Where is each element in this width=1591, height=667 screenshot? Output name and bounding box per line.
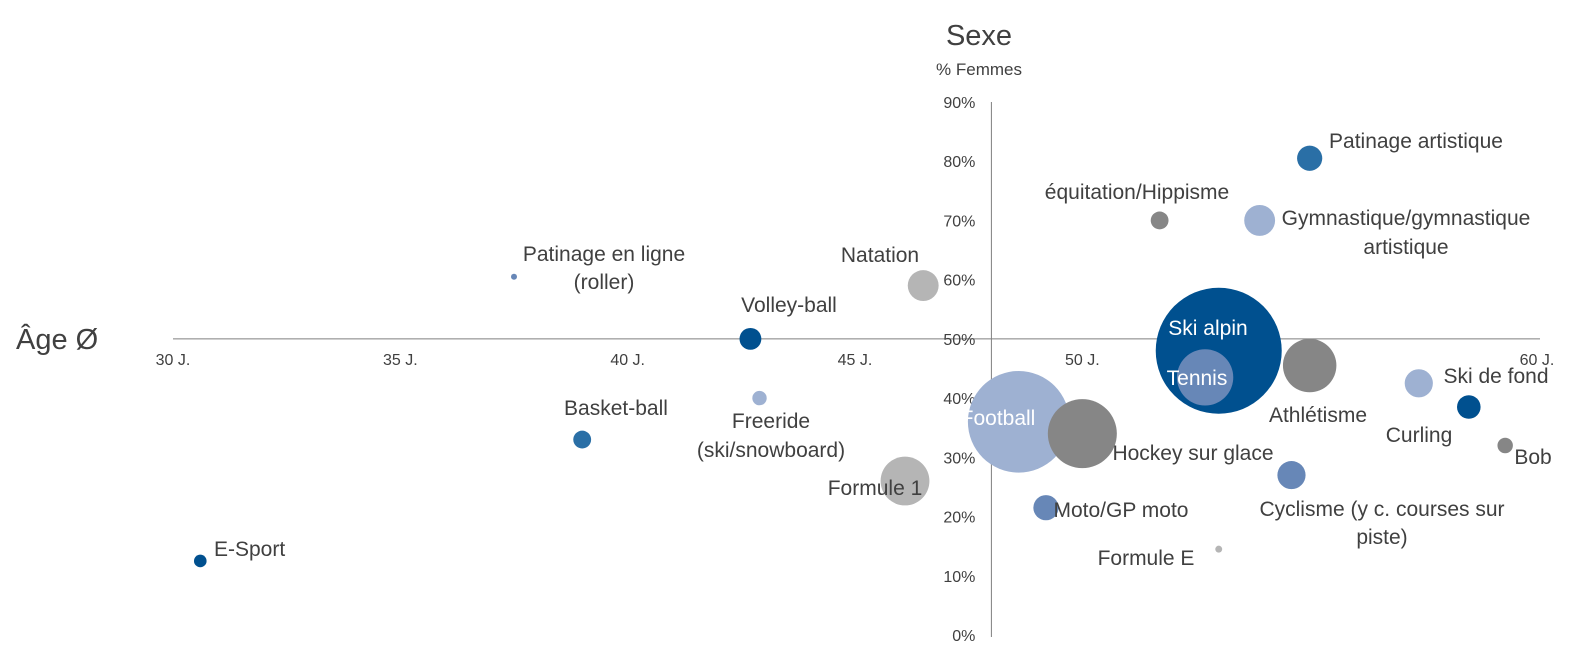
label-equitation: équitation/Hippisme [1045, 181, 1229, 204]
label-hockey: Hockey sur glace [1112, 442, 1273, 465]
bubble-curling [1404, 369, 1433, 398]
y-tick-label: 40% [943, 391, 975, 408]
bubble-ski-de-fond [1457, 395, 1481, 419]
label-tennis: Tennis [1167, 367, 1228, 390]
x-tick-label: 30 J. [156, 352, 191, 369]
label-roller-2: (roller) [574, 271, 635, 294]
x-axis-title: Âge Ø [16, 323, 98, 356]
label-football: Football [961, 407, 1036, 430]
bubble-basket-ball [573, 430, 592, 449]
label-roller-1: Patinage en ligne [523, 243, 685, 266]
bubble-formule-e [1215, 545, 1223, 553]
y-tick-label: 70% [943, 213, 975, 230]
y-tick-label: 30% [943, 450, 975, 467]
label-patinage: Patinage artistique [1329, 130, 1503, 153]
y-tick-label: 60% [943, 273, 975, 290]
bubble-football [967, 371, 1070, 473]
bubble-patinage-artistique [1297, 145, 1323, 171]
bubble-bob [1497, 437, 1513, 454]
label-basket: Basket-ball [564, 397, 668, 420]
y-tick-label: 20% [943, 510, 975, 527]
label-natation: Natation [841, 244, 919, 267]
label-gym-2: artistique [1363, 236, 1448, 259]
bubble-athl-tisme [1282, 338, 1337, 393]
bubble-freeride-ski-snowboard [752, 390, 767, 406]
label-formuleE: Formule E [1098, 547, 1195, 570]
label-gym-1: Gymnastique/gymnastique [1282, 207, 1531, 230]
bubble-gymnastique-gymnastique-artistique [1244, 205, 1276, 236]
tick-labels: 30 J.35 J.40 J.45 J.50 J.55 J.60 J.0%10%… [156, 95, 1555, 645]
y-tick-label: 10% [943, 569, 975, 586]
label-bob: Bob [1514, 446, 1551, 469]
bubble-formule-1 [880, 456, 930, 506]
bubble-patinage-en-ligne-roller [511, 273, 517, 280]
bubble-tennis [1176, 349, 1234, 406]
y-tick-label: 80% [943, 154, 975, 171]
point-labels: E-Sport Basket-ball Patinage en ligne (r… [214, 130, 1552, 570]
y-tick-label: 50% [943, 332, 975, 349]
bubble-quitation-hippisme [1150, 211, 1169, 230]
label-skialpin: Ski alpin [1168, 317, 1247, 340]
label-volley: Volley-ball [741, 294, 837, 317]
label-moto: Moto/GP moto [1053, 499, 1188, 522]
bubbles [193, 145, 1513, 568]
label-esport: E-Sport [214, 538, 285, 561]
label-freeride-2: (ski/snowboard) [697, 439, 845, 462]
bubble-hockey-sur-glace [1047, 399, 1117, 469]
x-tick-label: 60 J. [1520, 352, 1555, 369]
label-curling: Curling [1386, 424, 1453, 447]
bubble-volley-ball [739, 327, 762, 350]
x-tick-label: 35 J. [383, 352, 418, 369]
y-axis-title: % Femmes [936, 60, 1022, 79]
x-tick-label: 40 J. [610, 352, 645, 369]
label-cyclisme-2: piste) [1356, 526, 1407, 549]
label-athletisme: Athlétisme [1269, 404, 1367, 427]
label-skifond: Ski de fond [1443, 365, 1548, 388]
bubble-e-sport [193, 554, 207, 568]
label-cyclisme-1: Cyclisme (y c. courses sur [1259, 498, 1504, 521]
x-tick-label: 45 J. [838, 352, 873, 369]
y-tick-label: 0% [952, 628, 975, 645]
bubble-moto-gp-moto [1033, 495, 1059, 521]
label-formule1: Formule 1 [828, 477, 923, 500]
bubble-natation [907, 270, 939, 302]
chart-title: Sexe [946, 20, 1012, 52]
x-tick-label: 50 J. [1065, 352, 1100, 369]
label-freeride-1: Freeride [732, 410, 810, 433]
bubble-cyclisme-y-c-courses-sur-piste [1277, 461, 1306, 490]
y-tick-label: 90% [943, 95, 975, 112]
